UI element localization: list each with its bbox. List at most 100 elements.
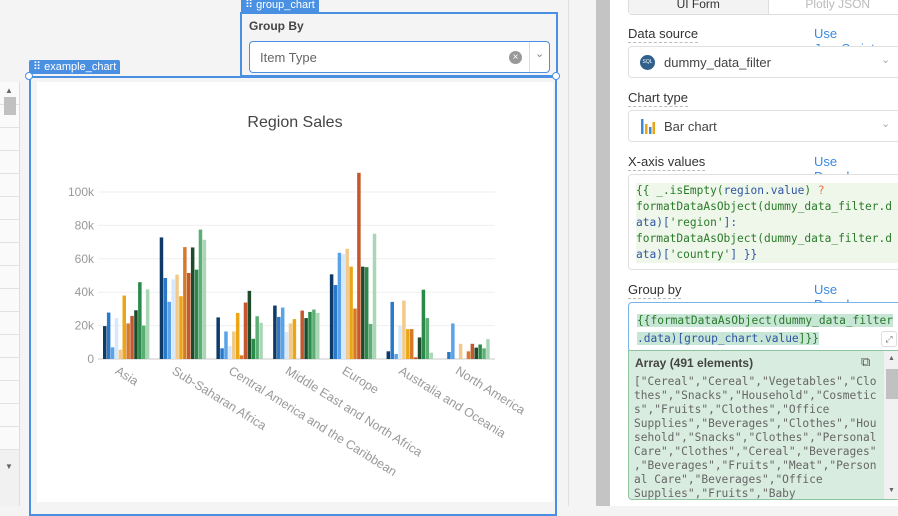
bar bbox=[191, 247, 195, 359]
code-token: group_chart.value bbox=[684, 332, 799, 345]
bar bbox=[203, 240, 207, 359]
bar bbox=[236, 313, 240, 359]
chevron-down-icon: ⌄ bbox=[881, 53, 890, 66]
preview-line: s","Fruits","Clothes","Office bbox=[634, 403, 876, 417]
chevron-down-icon: ⌄ bbox=[881, 117, 890, 130]
code-token: ata)[ bbox=[636, 216, 670, 229]
preview-scrollbar[interactable]: ▲ ▼ bbox=[884, 351, 898, 499]
copy-icon[interactable]: ⧉ bbox=[861, 354, 870, 370]
bar bbox=[373, 234, 377, 359]
bar bbox=[103, 326, 107, 359]
bar-chart-icon bbox=[641, 119, 655, 134]
resize-handle[interactable] bbox=[25, 72, 33, 80]
bar bbox=[471, 344, 475, 359]
scroll-up-icon[interactable]: ▲ bbox=[5, 86, 13, 95]
bar bbox=[402, 301, 406, 359]
bar bbox=[429, 353, 433, 359]
y-tick-label: 60k bbox=[75, 252, 95, 266]
code-token: region.value bbox=[724, 184, 805, 197]
bar bbox=[369, 324, 373, 359]
y-tick-label: 40k bbox=[75, 285, 95, 299]
group-chart-widget[interactable]: Group By Item Type × ⌄ bbox=[240, 12, 558, 77]
code-token: formatDataAsObject(dummy_data_filter.d bbox=[636, 232, 892, 245]
y-tick-label: 100k bbox=[68, 185, 95, 199]
bar bbox=[164, 278, 168, 359]
evaluated-value-preview: Array (491 elements) ⧉ ["Cereal","Cereal… bbox=[628, 350, 898, 500]
bar bbox=[168, 302, 172, 359]
code-token: formatDataAsObject(dummy_data_filter.d bbox=[636, 200, 892, 213]
scroll-up-icon[interactable]: ▲ bbox=[888, 355, 895, 362]
bar bbox=[482, 348, 486, 359]
bar bbox=[451, 323, 455, 359]
bar bbox=[422, 290, 426, 359]
code-token: ]: bbox=[724, 216, 737, 229]
bar bbox=[304, 318, 308, 359]
bar bbox=[107, 313, 111, 359]
bar bbox=[224, 331, 228, 359]
bar bbox=[119, 350, 123, 359]
data-source-value: dummy_data_filter bbox=[664, 55, 771, 70]
bar bbox=[146, 289, 150, 359]
widget-name: example_chart bbox=[44, 61, 116, 73]
preview-line: ["Cereal","Cereal","Vegetables","Clo bbox=[634, 375, 876, 389]
code-token: .data)[ bbox=[637, 332, 684, 345]
example-chart-tag[interactable]: ⠿ example_chart bbox=[29, 60, 120, 74]
preview-line: sehold","Snacks","Clothes","Personal bbox=[634, 431, 876, 445]
scroll-down-icon[interactable]: ▼ bbox=[5, 462, 13, 471]
code-token: ? bbox=[818, 184, 825, 197]
bar bbox=[300, 311, 304, 359]
widget-name: group_chart bbox=[256, 0, 315, 11]
scroll-down-icon[interactable]: ▼ bbox=[888, 487, 895, 494]
bar bbox=[349, 267, 353, 359]
code-text: {{formatDataAsObject(dummy_data_filter .… bbox=[637, 314, 893, 345]
bar bbox=[255, 316, 259, 359]
bar bbox=[199, 230, 203, 359]
bar bbox=[426, 318, 430, 359]
resize-handle[interactable] bbox=[552, 72, 560, 80]
bar bbox=[353, 309, 357, 359]
preview-line: al Care","Beverages","Office bbox=[634, 473, 876, 487]
clear-icon[interactable]: × bbox=[509, 51, 522, 64]
code-token: 'country' bbox=[670, 248, 731, 261]
bar bbox=[334, 285, 338, 359]
group-chart-tag[interactable]: ⠿ group_chart bbox=[241, 0, 319, 12]
bar bbox=[459, 344, 463, 359]
group-by-select[interactable]: Item Type × ⌄ bbox=[249, 41, 550, 73]
chart-type-select[interactable]: Bar chart ⌄ bbox=[628, 110, 898, 142]
tab-plotly-json[interactable]: Plotly JSON bbox=[769, 0, 898, 14]
chart-type-value: Bar chart bbox=[664, 119, 717, 134]
tab-ui-form[interactable]: UI Form bbox=[629, 0, 769, 14]
code-token: ] }} bbox=[730, 248, 757, 261]
bar bbox=[394, 354, 398, 359]
group-by-code-editor[interactable]: {{formatDataAsObject(dummy_data_filter .… bbox=[628, 302, 898, 352]
expand-icon[interactable]: ⤢ bbox=[881, 331, 897, 347]
divider bbox=[529, 42, 530, 72]
chevron-down-icon[interactable]: ⌄ bbox=[535, 47, 544, 60]
bar bbox=[216, 317, 220, 359]
bar bbox=[273, 306, 277, 359]
bar bbox=[277, 317, 281, 359]
x-tick-label: Sub-Saharan Africa bbox=[169, 364, 268, 433]
group-by-label: Group by bbox=[628, 282, 681, 299]
data-source-select[interactable]: SQL dummy_data_filter ⌄ bbox=[628, 46, 898, 78]
property-panel: UI Form Plotly JSON Data source Use Java… bbox=[610, 0, 898, 506]
bar bbox=[142, 326, 146, 359]
bar bbox=[111, 347, 115, 359]
code-token: ata)[ bbox=[636, 248, 670, 261]
x-axis-code-editor[interactable]: {{ _.isEmpty(region.value) ? formatDataA… bbox=[628, 174, 898, 270]
scrollbar-thumb[interactable] bbox=[886, 369, 898, 399]
panel-splitter[interactable] bbox=[596, 0, 610, 506]
x-tick-label: Australia and Oceania bbox=[396, 364, 508, 441]
bar bbox=[312, 310, 316, 359]
x-tick-label: Europe bbox=[340, 364, 382, 397]
scrollbar-thumb[interactable] bbox=[4, 97, 16, 115]
bar bbox=[345, 249, 349, 359]
tabs: UI Form Plotly JSON bbox=[628, 0, 898, 15]
divider bbox=[568, 0, 569, 506]
group-by-label: Group By bbox=[249, 19, 304, 33]
bar bbox=[187, 273, 191, 359]
